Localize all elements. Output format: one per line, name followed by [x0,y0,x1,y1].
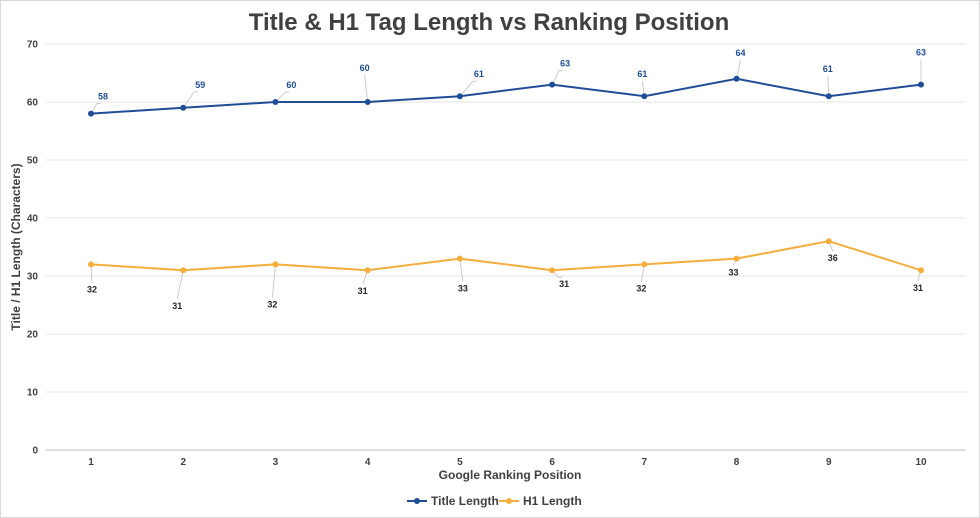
x-tick-label: 9 [826,457,832,468]
series-line [90,240,922,272]
data-point [364,99,371,105]
y-tick-label: 0 [32,446,38,457]
data-label: 33 [458,284,468,294]
data-point [180,267,187,274]
y-tick-label: 60 [27,98,39,109]
data-point [918,267,924,274]
x-tick-label: 10 [915,457,927,468]
series-h1-length: 32 31 32 31 33 31 32 33 36 31 [87,238,924,311]
data-label: 61 [823,64,833,74]
data-label: 61 [474,69,484,79]
leader-line [364,74,369,103]
data-label: 58 [98,92,108,102]
data-point [918,81,924,88]
data-point [364,267,371,274]
data-label: 32 [267,299,277,309]
y-axis-ticks: 0 10 20 30 40 50 60 70 [27,40,39,457]
leader-line [736,59,741,79]
chart-title: Title & H1 Tag Length vs Ranking Positio… [249,9,730,36]
x-axis-label: Google Ranking Position [439,468,582,482]
data-point [180,104,187,111]
y-tick-label: 40 [27,214,39,225]
x-tick-label: 2 [180,457,186,468]
data-point [88,261,94,268]
data-point [733,75,740,82]
leader-line [459,258,464,282]
leader-line [182,91,195,109]
data-label: 36 [828,253,838,263]
legend-marker [414,498,420,504]
data-label: 32 [87,284,97,294]
x-tick-label: 7 [642,457,648,468]
series-line [90,77,922,115]
data-label: 63 [916,48,926,58]
data-label: 60 [286,80,296,90]
series-title-length: 58 59 60 60 61 63 61 64 61 63 [88,48,926,117]
data-point [733,255,740,262]
data-label: 59 [195,80,205,90]
leader-line [176,270,184,300]
data-label: 31 [913,283,923,293]
data-point [272,261,279,268]
y-axis-label: Title / H1 Length (Characters) [9,163,23,330]
y-tick-label: 20 [27,330,39,341]
data-point [641,93,648,100]
data-label: 60 [360,63,370,73]
data-point [456,255,463,262]
data-point [456,93,463,100]
legend-marker [506,498,512,504]
data-point [549,81,556,88]
leader-line [459,80,474,97]
x-tick-label: 1 [88,457,94,468]
data-point [825,93,832,100]
x-tick-label: 6 [549,457,555,468]
y-tick-label: 70 [27,40,39,51]
data-point [272,99,279,105]
data-label: 63 [560,59,570,69]
data-point [88,110,94,117]
x-tick-label: 5 [457,457,463,468]
leader-line [90,264,93,283]
data-point [825,238,832,245]
y-tick-label: 50 [27,156,39,167]
data-label: 31 [172,301,182,311]
legend-label: H1 Length [523,494,582,508]
leader-line [827,76,830,97]
legend-label: Title Length [431,494,499,508]
x-axis-ticks: 1 2 3 4 5 6 7 8 9 10 [88,457,927,468]
x-tick-label: 4 [365,457,371,468]
x-tick-label: 8 [734,457,740,468]
y-tick-label: 30 [27,272,39,283]
data-label: 32 [636,283,646,293]
data-point [549,267,556,274]
x-tick-label: 3 [273,457,279,468]
y-tick-label: 10 [27,388,39,399]
data-point [641,261,648,268]
data-label: 31 [358,286,368,296]
data-label: 31 [559,279,569,289]
series-group: 58 59 60 60 61 63 61 64 61 63 32 31 32 31 33 31 32 33 36 31 [87,48,926,312]
data-label: 61 [637,69,647,79]
legend: Title Length H1 Length [407,494,582,508]
gridlines [46,43,966,451]
data-label: 33 [729,268,739,278]
data-label: 64 [736,48,746,58]
leader-line [272,264,276,298]
